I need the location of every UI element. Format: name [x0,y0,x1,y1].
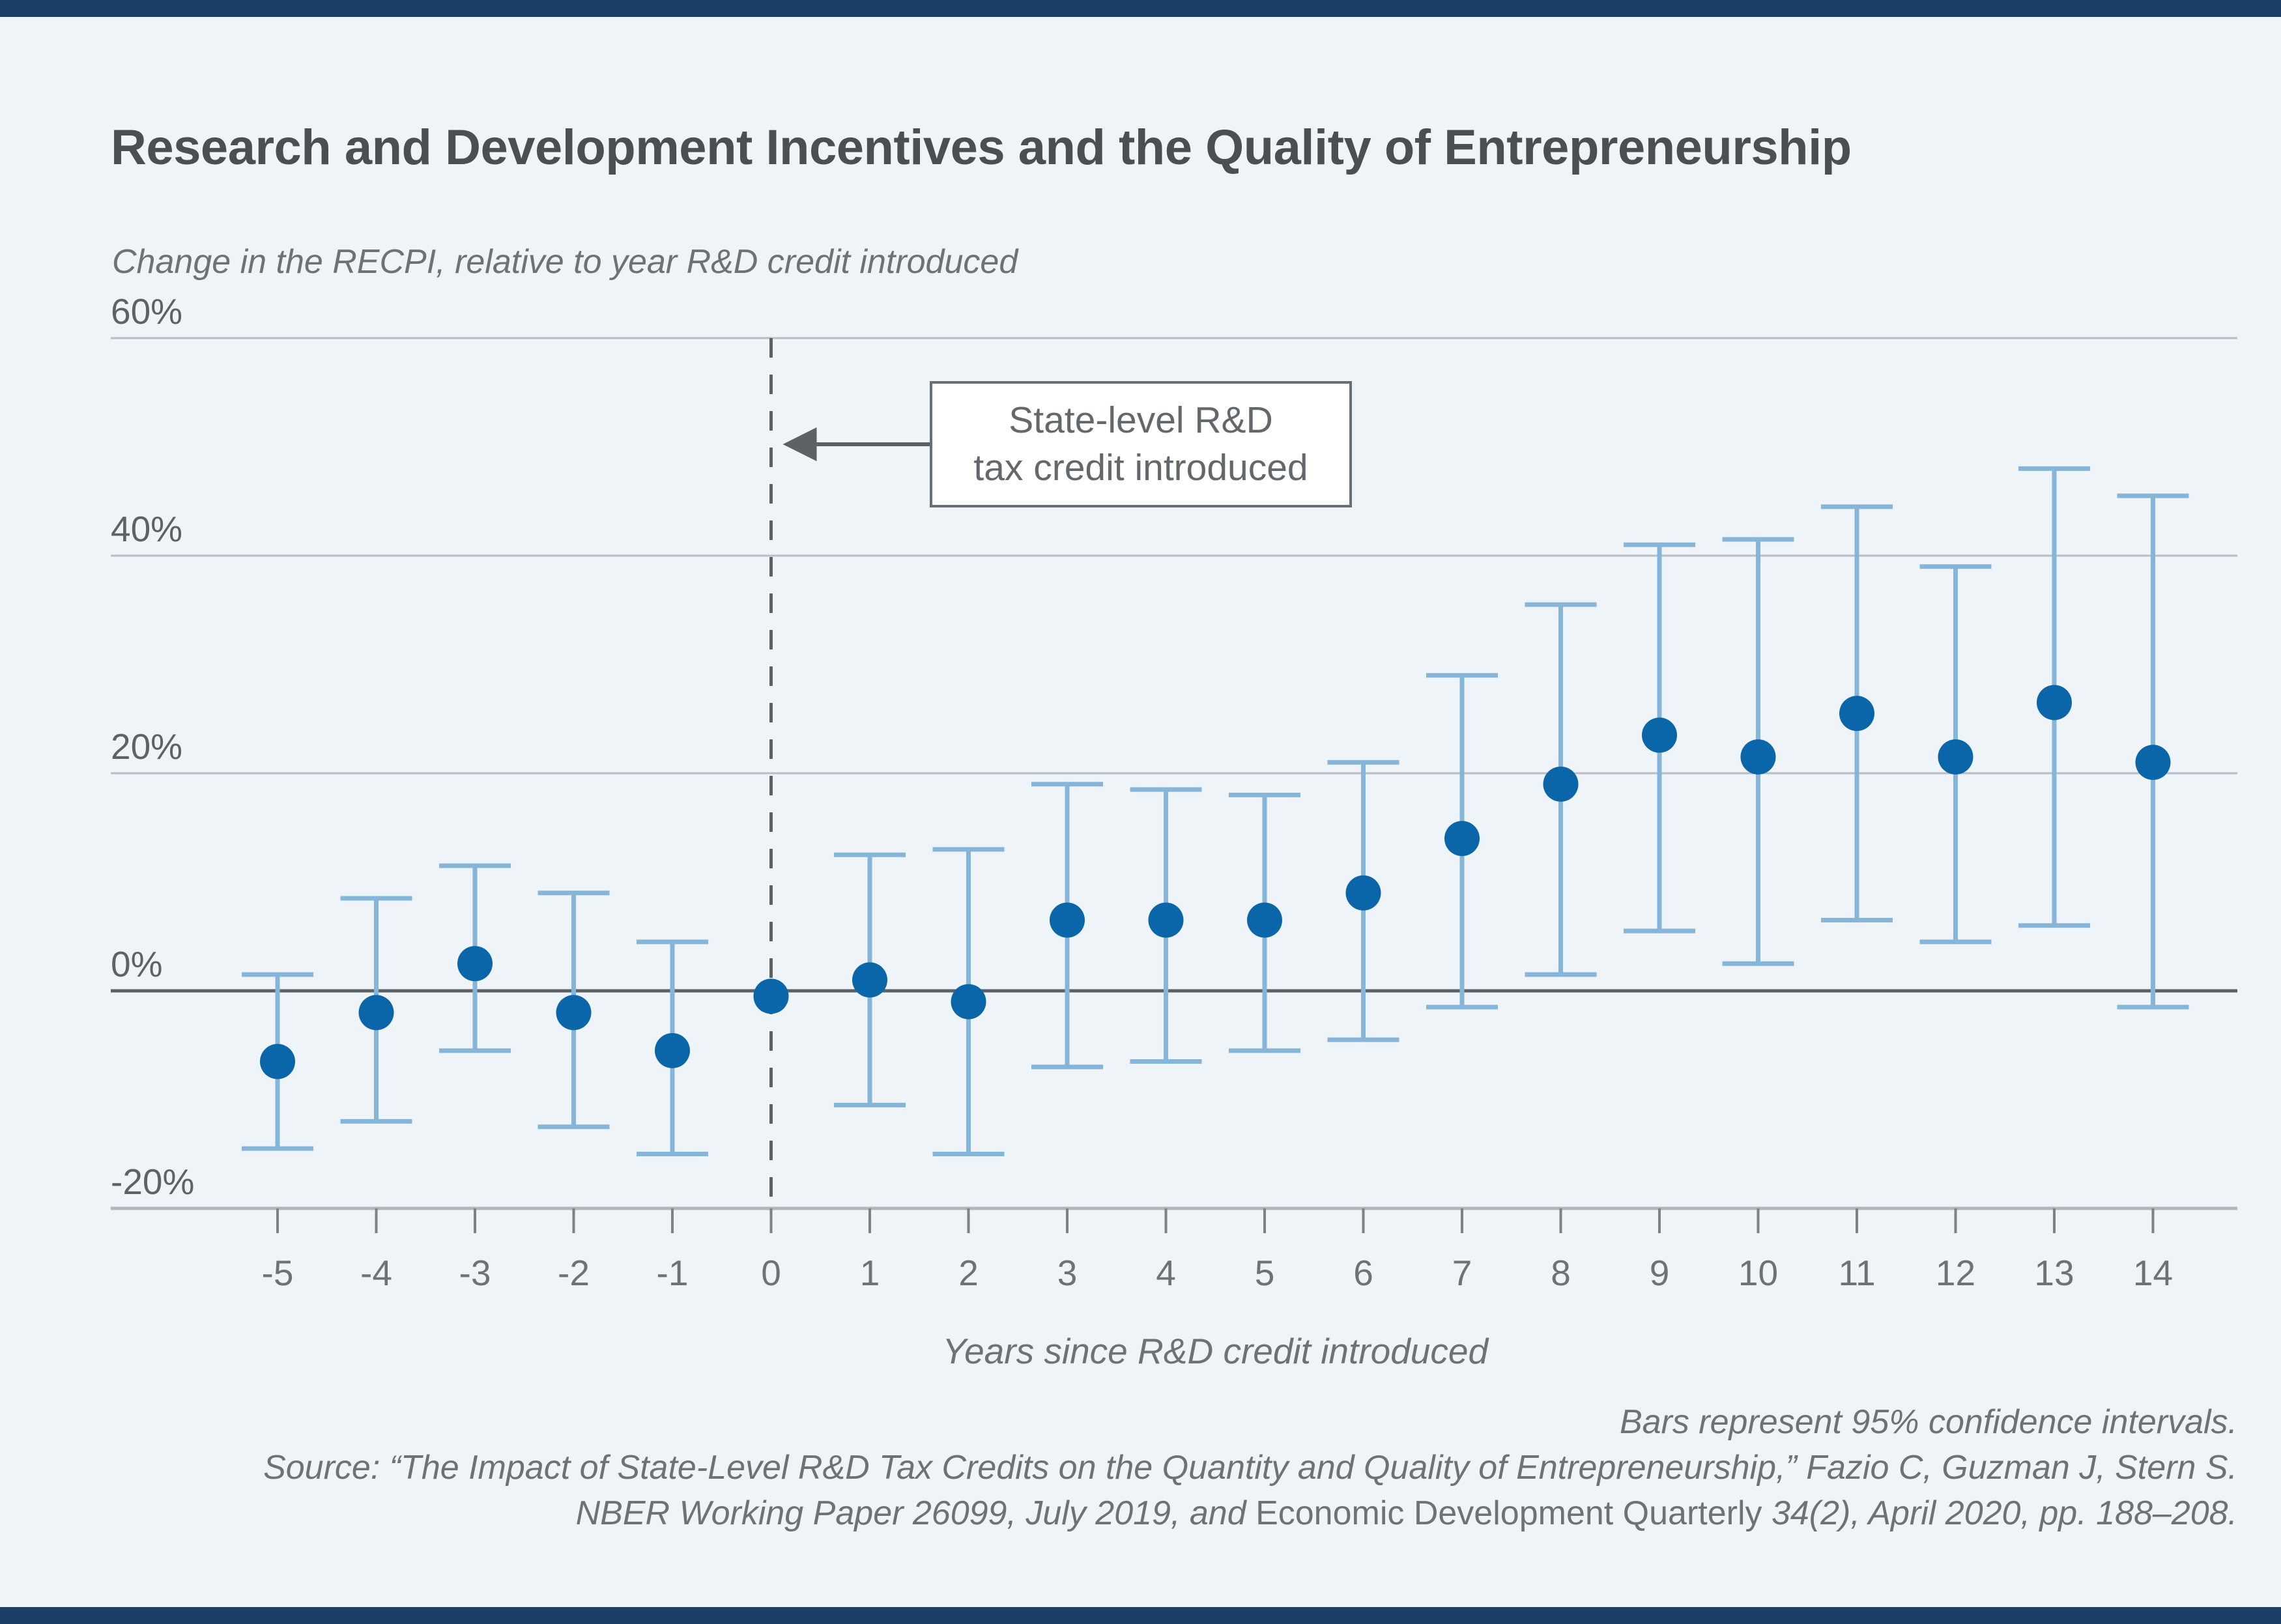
x-tick-label: -4 [360,1253,392,1293]
y-tick-label: -20% [111,1161,194,1202]
x-axis-label: Years since R&D credit introduced [942,1331,1489,1371]
caption-source-journal: Economic Development Quarterly [1255,1494,1762,1532]
annotation-box: State-level R&D tax credit introduced [930,381,1352,507]
x-tick-label: -3 [459,1253,491,1293]
data-point [1740,739,1776,775]
data-point [556,995,592,1031]
figure-caption: Bars represent 95% confidence intervals.… [152,1399,2237,1536]
data-point [1444,821,1480,857]
data-point [358,995,394,1031]
data-point [951,984,986,1019]
data-point [1642,717,1677,753]
chart-title: Research and Development Incentives and … [111,119,1852,175]
data-point [1148,902,1184,938]
data-point [260,1044,295,1079]
x-tick-label: 3 [1057,1253,1078,1293]
data-point [1345,875,1381,911]
data-point [1839,696,1874,732]
y-tick-label: 0% [111,944,163,984]
x-tick-label: 6 [1353,1253,1373,1293]
annotation-arrowhead [782,427,817,461]
top-accent-bar [0,0,2281,17]
x-tick-label: 10 [1738,1253,1778,1293]
data-point [1543,766,1579,802]
x-tick-label: 11 [1838,1253,1875,1293]
data-point [1247,902,1282,938]
caption-source-line2-pre: NBER Working Paper 26099, July 2019, and [575,1494,1256,1532]
y-tick-label: 60% [111,291,182,332]
data-point [2135,745,2171,780]
x-tick-label: 0 [761,1253,781,1293]
x-tick-label: 12 [1936,1253,1975,1293]
caption-note: Bars represent 95% confidence intervals. [1619,1403,2237,1441]
x-tick-label: 13 [2034,1253,2074,1293]
x-tick-label: 8 [1551,1253,1571,1293]
x-tick-label: -2 [558,1253,590,1293]
y-tick-label: 40% [111,509,182,549]
x-tick-label: 2 [958,1253,979,1293]
data-point [457,946,493,982]
x-tick-label: 5 [1255,1253,1275,1293]
x-tick-label: 14 [2133,1253,2173,1293]
data-point [753,978,789,1014]
x-tick-label: -5 [262,1253,294,1293]
y-tick-label: 20% [111,726,182,767]
x-tick-label: -1 [657,1253,689,1293]
data-point [1938,739,1973,775]
data-point [2037,685,2072,720]
data-point [655,1033,690,1068]
annotation-line1: State-level R&D [1009,399,1273,442]
caption-source-line2-post: 34(2), April 2020, pp. 188–208. [1762,1494,2237,1532]
annotation-line2: tax credit introduced [973,447,1308,489]
caption-source-line1: Source: “The Impact of State-Level R&D T… [263,1449,2237,1487]
bottom-accent-bar [0,1607,2281,1624]
x-tick-label: 9 [1650,1253,1670,1293]
x-tick-label: 7 [1452,1253,1472,1293]
y-axis-title: Change in the RECPI, relative to year R&… [112,243,1018,281]
x-tick-label: 4 [1156,1253,1176,1293]
x-tick-label: 1 [860,1253,880,1293]
data-point [852,962,887,998]
caption-source-line2: NBER Working Paper 26099, July 2019, and… [152,1490,2237,1536]
data-point [1050,902,1085,938]
